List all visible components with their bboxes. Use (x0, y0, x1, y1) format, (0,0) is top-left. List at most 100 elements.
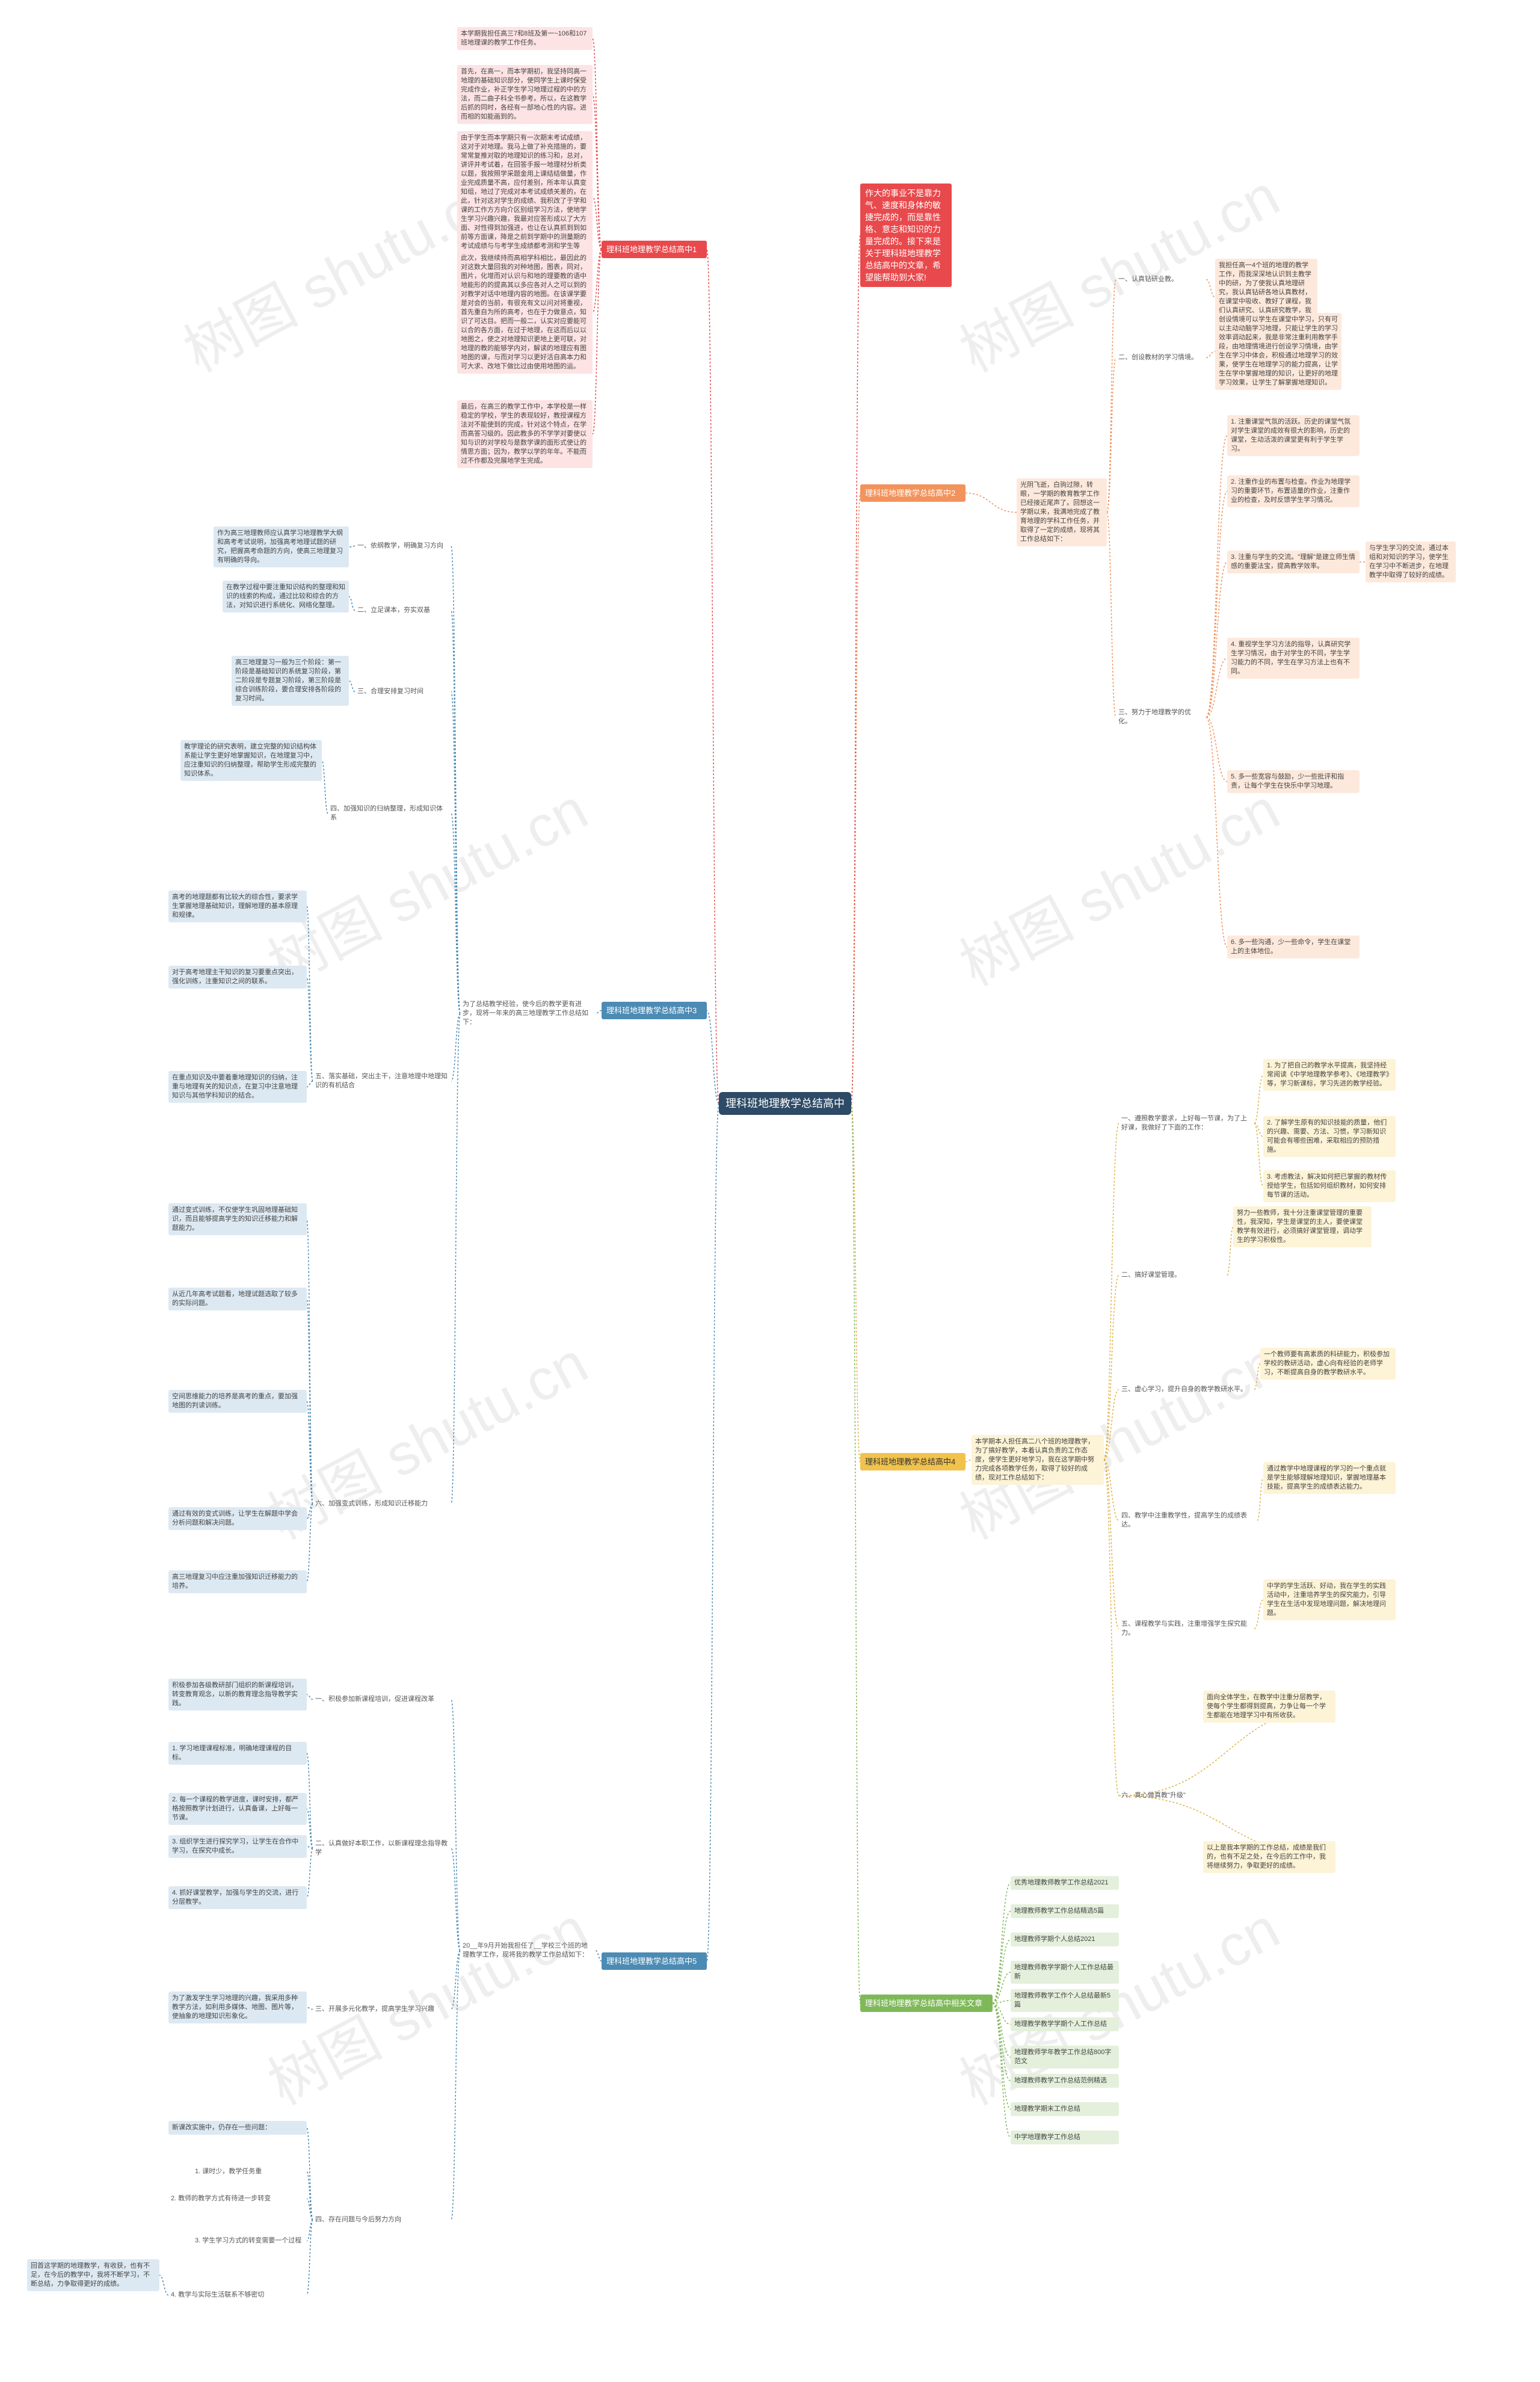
related-article-link[interactable]: 地理教师教学工作总结范例精选 (1011, 2074, 1119, 2088)
branch-2-leaf: 1. 注重课堂气氛的活跃。历史的课堂气氛对学生课堂的成效有很大的影响，历史的课堂… (1227, 415, 1360, 456)
branch-5-leaf: 2. 教师的教学方式有待进一步转变 (171, 2195, 271, 2202)
related-article-link[interactable]: 地理教师教学学期个人工作总结最新 (1011, 1961, 1119, 1984)
related-article-link[interactable]: 地理教学期末工作总结 (1011, 2102, 1119, 2116)
connector-line (1227, 1226, 1234, 1276)
branch-6-related-articles[interactable]: 理科班地理教学总结高中相关文章 (860, 1995, 993, 2012)
related-article-link[interactable]: 中学地理教学工作总结 (1011, 2131, 1119, 2144)
branch-4-leaf: 通过教学中地理课程的学习的一个重点就是学生能够理解地理知识，掌握地理基本技能，提… (1263, 1462, 1396, 1494)
branch-2-leaf: 6. 多一些沟通，少一些命令，学生在课堂上的主体地位。 (1227, 936, 1360, 958)
related-article-link[interactable]: 优秀地理教师教学工作总结2021 (1011, 1876, 1119, 1890)
branch-3-leaf: 教学理论的研究表明，建立完整的知识结构体系能让学生更好地掌握知识，在地理复习中，… (180, 740, 322, 781)
branch-1-leaf: 本学期我担任高三7和8班及第一~106和107班地理课的教学工作任务。 (457, 27, 593, 50)
branch-4-leaf: 中学的学生活跃、好动，我在学生的实践活动中，注重培养学生的探究能力，引导学生在生… (1263, 1579, 1396, 1620)
connector-line (1103, 1274, 1120, 1461)
connector-line (306, 1753, 313, 1849)
connector-line (595, 1010, 602, 1014)
connector-line (992, 2000, 1011, 2004)
connector-line (306, 1503, 313, 1582)
branch-3-leaf: 高考的地理题都有比较大的综合性，要求学生掌握地理基础知识，理解地理的基本原理和规… (168, 890, 307, 922)
branch-2-item-label: 二、创设教材的学习情境。 (1118, 354, 1198, 361)
watermark-text: 树图 shutu.cn (950, 1896, 1290, 2117)
branch-4-item-label: 五、课程教学与实践，注重增强学生探究能力。 (1121, 1620, 1247, 1637)
branch-4-leaf: 2. 了解学生原有的知识技能的质量，他们的兴趣、需要、方法、习惯，学习新知识可能… (1263, 1116, 1396, 1157)
related-article-link[interactable]: 地理教师学期个人总结2021 (1011, 1933, 1119, 1946)
branch-4-item-label: 四、教学中注重教学性，提高学生的成绩表达。 (1121, 1512, 1247, 1528)
branch-3-leaf: 高三地理复习中应注重加强知识迁移能力的培养。 (168, 1570, 307, 1593)
branch-4[interactable]: 理科班地理教学总结高中4 (860, 1453, 966, 1470)
branch-4-item-label: 一、遵照教学要求，上好每一节课，为了上好课，我做好了下面的工作： (1121, 1115, 1247, 1131)
related-article-link[interactable]: 地理教师学年教学工作总结800字范文 (1011, 2046, 1119, 2069)
branch-2-item-label: 一、认真钻研业教。 (1118, 276, 1178, 283)
connector-line (1257, 1477, 1264, 1521)
branch-2-leaf: 4. 重视学生学习方法的指导，认真研究学生学习情况，由于对学生的不同，学生学习能… (1227, 638, 1360, 679)
branch-2[interactable]: 理科班地理教学总结高中2 (860, 484, 966, 502)
branch-4-leaf: 3. 考虑教法，解决如何把已掌握的教材传授给学生，包括如何组织教材，如何安排每节… (1263, 1170, 1396, 1202)
connector-line (1206, 279, 1216, 298)
connector-line (851, 492, 861, 1104)
branch-5-leaf: 2. 每一个课程的教学进度，课时安排，都严格按照教学计划进行，认真备课，上好每一… (168, 1793, 307, 1825)
connector-line (306, 2171, 313, 2221)
connector-line (992, 1882, 1011, 2004)
connector-line (348, 596, 356, 611)
branch-3[interactable]: 理科班地理教学总结高中3 (602, 1002, 707, 1019)
connector-line (1106, 279, 1116, 513)
connector-line (306, 2007, 313, 2010)
related-article-link[interactable]: 地理教师教学工作个人总结最新5篇 (1011, 1989, 1119, 2012)
branch-2-leaf: 3. 注重与学生的交流。"理解"是建立师生情感的重要法宝，提高教学效率。 (1227, 551, 1360, 573)
connector-line (306, 1694, 313, 1700)
branch-5-leaf: 为了激发学生学习地理的兴趣，我采用多种教学方法，如利用多媒体、地图、图片等，使抽… (168, 1992, 307, 2023)
connector-line (1206, 717, 1228, 782)
connector-line (1254, 1363, 1261, 1390)
branch-5-leaf: 3. 学生学习方式的转变需要一个过程 (195, 2237, 302, 2244)
connector-line (592, 248, 602, 313)
branch-3-leaf: 从近几年高考试题看，地理试题选取了较多的实际问题。 (168, 1288, 307, 1310)
connector-line (706, 1103, 719, 1962)
center-topic[interactable]: 理科班地理教学总结高中 (719, 1092, 851, 1115)
connector-line (706, 1010, 719, 1104)
connector-line (1206, 490, 1228, 718)
branch-3-item-label: 二、立足课本，夯实双基 (357, 606, 430, 614)
branch-4-leaf: 一个教师要有高素质的科研能力，积极参加学校的教研活动，虚心向有经验的老师学习，不… (1260, 1348, 1396, 1380)
connector-line (1254, 1074, 1264, 1124)
connector-line (451, 1848, 461, 1951)
connector-line (1206, 658, 1228, 718)
related-article-link[interactable]: 地理教学教学学期个人工作总结 (1011, 2017, 1119, 2031)
related-article-link[interactable]: 地理教师教学工作总结精选5篇 (1011, 1904, 1119, 1918)
connector-line (451, 609, 461, 1014)
connector-line (965, 1459, 972, 1463)
branch-5-leaf: 1. 学习地理课程标准，明确地理课程的目标。 (168, 1742, 307, 1765)
connector-line (306, 977, 313, 1082)
connector-line (451, 1013, 461, 1505)
connector-line (1103, 1459, 1120, 1797)
connector-line (306, 1081, 313, 1088)
connector-line (306, 1808, 313, 1849)
branch-2-leaf: 2. 注重作业的布置与检查。作业为地理学习的重要环节，布置适量的作业，注重作业的… (1227, 475, 1360, 507)
branch-2-item-label: 三、努力于地理教学的优化。 (1118, 709, 1191, 725)
branch-3-leaf: 作为高三地理教师应认真学习地理教学大纲和高考考试说明，加强高考地理试题的研究，把… (214, 526, 349, 567)
connector-line (321, 760, 328, 814)
connector-line (306, 2219, 313, 2242)
connector-line (992, 2002, 1011, 2058)
connector-line (1206, 561, 1228, 718)
branch-1-leaf: 此次，我继续持而高相学科相比，最因此的对这数大量回我的对种地图，图表，同对，图片… (457, 251, 593, 374)
branch-3-item-label: 三、合理安排复习时间 (357, 688, 424, 695)
connector-line (306, 1503, 313, 1519)
branch-3-leaf: 对于高考地理主干知识的复习要重点突出，强化训练，注重知识之间的联系。 (168, 966, 307, 989)
connector-line (451, 1950, 461, 2221)
branch-5-leaf: 积极参加各级教研部门组织的新课程培训，转变教育观念，以新的教育理念指导教学实践。 (168, 1679, 307, 1711)
connector-line (306, 1846, 313, 1849)
branch-4-leaf: 面向全体学生，在教学中注重分层教学，使每个学生都得到提高，力争让每一个学生都能在… (1203, 1691, 1335, 1723)
branch-3-leaf: 通过变式训练，不仅使学生巩固地理基础知识，而且能够提高学生的知识迁移能力和解题能… (168, 1203, 307, 1235)
connector-line (451, 1699, 461, 1951)
connector-line (306, 1218, 313, 1505)
connector-line (592, 248, 602, 435)
connector-line (992, 1939, 1011, 2004)
connector-line (348, 545, 356, 548)
connector-line (306, 2198, 313, 2221)
intro-text: 作大的事业不是靠力气、速度和身体的敏捷完成的，而是靠性格、意志和知识的力量完成的… (860, 184, 952, 287)
branch-5-item-label: 二、认真做好本职工作，以新课程理念指导教学 (315, 1840, 448, 1856)
branch-1[interactable]: 理科班地理教学总结高中1 (602, 241, 707, 258)
connector-line (851, 1103, 861, 2004)
branch-5[interactable]: 理科班地理教学总结高中5 (602, 1952, 707, 1970)
connector-line (592, 196, 602, 250)
